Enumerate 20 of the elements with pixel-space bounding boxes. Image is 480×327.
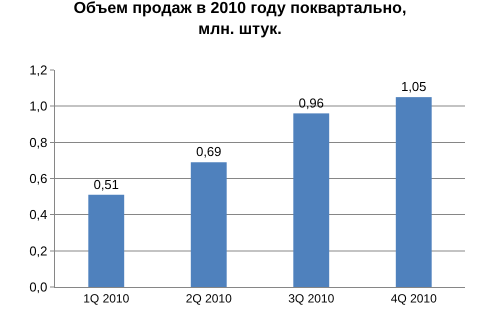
x-tick-label: 2Q 2010 — [186, 291, 232, 306]
y-tick-label: 0,2 — [29, 243, 48, 258]
x-tick-label: 4Q 2010 — [390, 291, 438, 306]
y-tick-label: 0,8 — [29, 134, 48, 150]
bar — [396, 97, 432, 287]
y-tick-label: 0,4 — [29, 207, 48, 222]
x-tick-label: 3Q 2010 — [288, 291, 335, 306]
data-label: 0,96 — [298, 95, 324, 110]
y-tick-label: 0,6 — [29, 171, 48, 186]
bar — [293, 113, 330, 287]
y-tick-label: 1,0 — [29, 98, 48, 114]
chart-title: Объем продаж в 2010 году поквартально, млн. штук. — [74, 0, 406, 38]
data-label: 0,69 — [196, 144, 222, 160]
x-tick-label: 1Q 2010 — [83, 291, 130, 306]
bar — [190, 162, 227, 287]
data-label: 0,51 — [94, 176, 119, 192]
bar — [88, 194, 124, 287]
data-label: 1,05 — [401, 79, 426, 94]
y-tick-label: 1,2 — [29, 62, 48, 78]
y-tick-label: 0,0 — [29, 280, 48, 295]
